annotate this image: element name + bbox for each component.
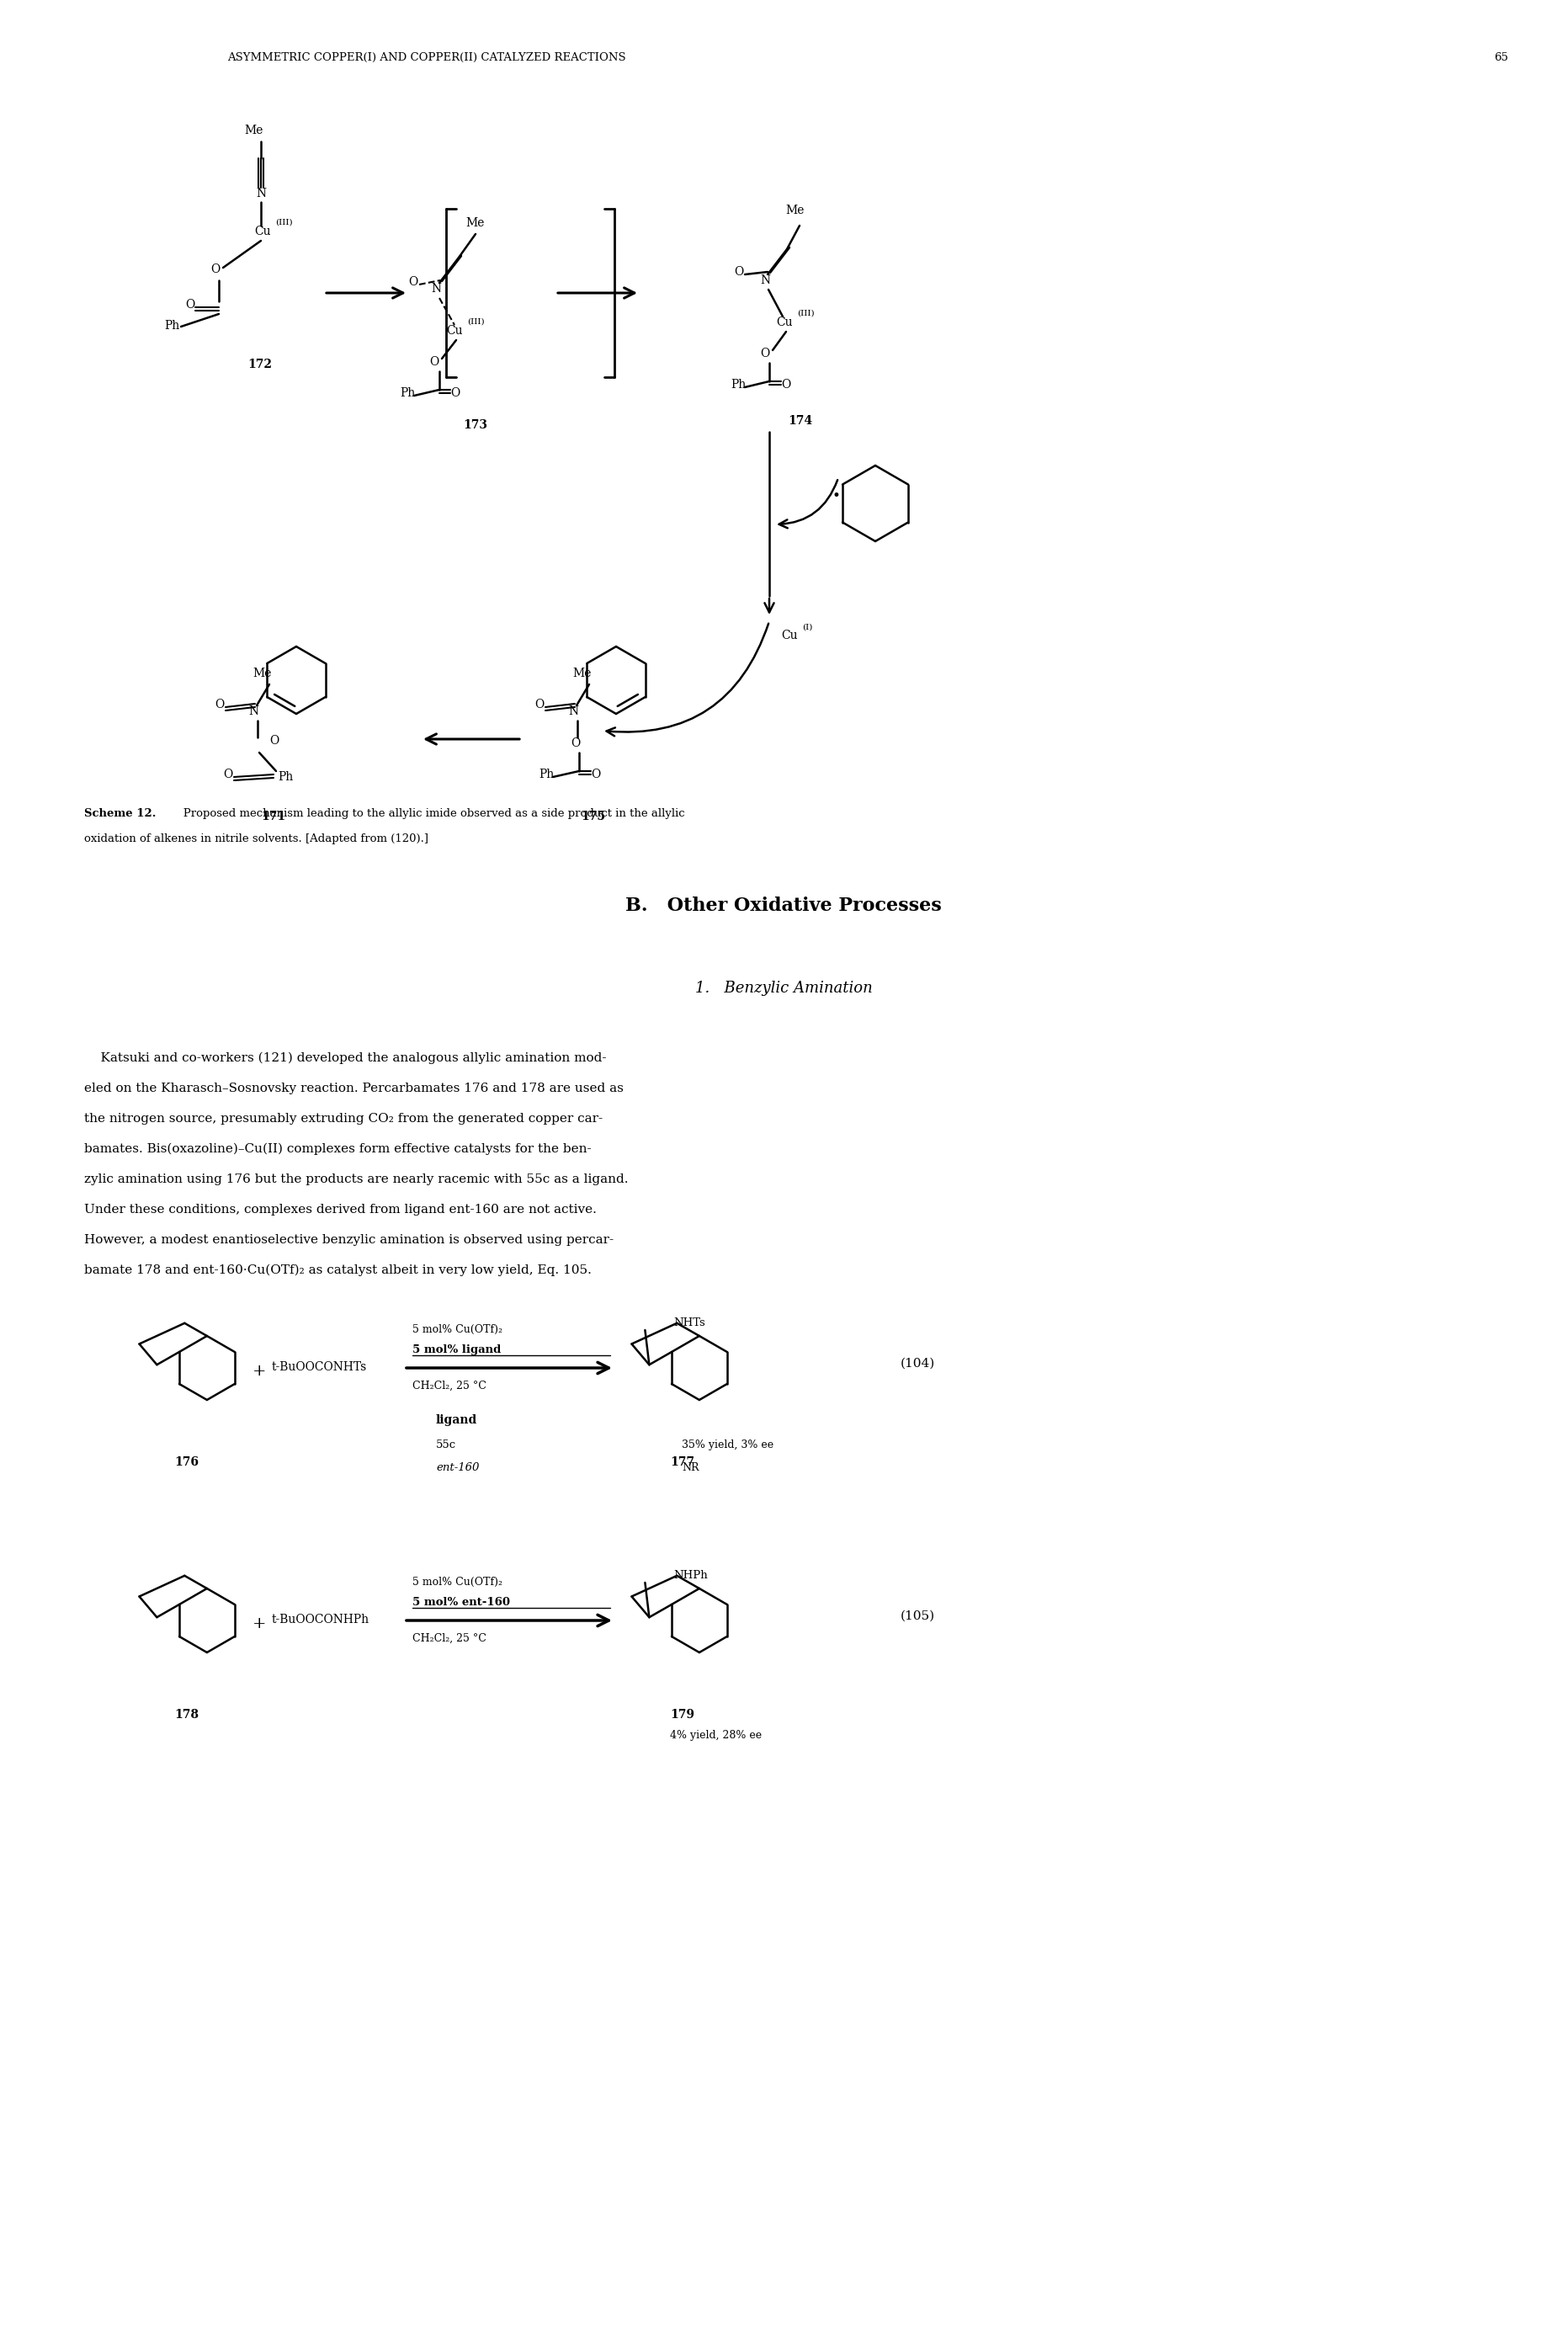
Text: O: O: [591, 769, 601, 780]
Text: O: O: [450, 388, 459, 399]
Text: Ph: Ph: [165, 320, 179, 332]
Text: Me: Me: [786, 206, 804, 217]
Text: 174: 174: [787, 416, 812, 427]
Text: 176: 176: [174, 1455, 199, 1467]
Text: oxidation of alkenes in nitrile solvents. [Adapted from (120).]: oxidation of alkenes in nitrile solvents…: [85, 834, 428, 843]
Text: O: O: [760, 348, 770, 360]
Text: Me: Me: [252, 668, 271, 680]
Text: 175: 175: [580, 811, 605, 822]
Text: Ph: Ph: [539, 769, 554, 780]
Text: O: O: [408, 276, 417, 287]
Text: O: O: [734, 266, 743, 278]
Text: Ph: Ph: [400, 388, 416, 399]
Text: ent-160: ent-160: [436, 1462, 480, 1474]
Text: (104): (104): [900, 1357, 935, 1369]
Text: 179: 179: [670, 1710, 695, 1722]
Text: O: O: [430, 355, 439, 367]
Text: CH₂Cl₂, 25 °C: CH₂Cl₂, 25 °C: [412, 1633, 486, 1645]
Text: O: O: [223, 769, 232, 780]
Text: However, a modest enantioselective benzylic amination is observed using percar-: However, a modest enantioselective benzy…: [85, 1233, 613, 1245]
Text: Me: Me: [572, 668, 591, 680]
Text: N: N: [431, 283, 441, 294]
Text: O: O: [270, 736, 279, 748]
Text: bamate 178 and ent-160·Cu(OTf)₂ as catalyst albeit in very low yield, Eq. 105.: bamate 178 and ent-160·Cu(OTf)₂ as catal…: [85, 1264, 591, 1275]
Text: 65: 65: [1494, 51, 1508, 63]
Text: +: +: [252, 1617, 267, 1631]
Text: Cu: Cu: [781, 631, 798, 642]
Text: Ph: Ph: [731, 378, 746, 390]
Text: ASYMMETRIC COPPER(I) AND COPPER(II) CATALYZED REACTIONS: ASYMMETRIC COPPER(I) AND COPPER(II) CATA…: [227, 51, 626, 63]
Text: B.   Other Oxidative Processes: B. Other Oxidative Processes: [626, 897, 942, 916]
Text: NHPh: NHPh: [673, 1570, 707, 1581]
Text: O: O: [781, 378, 790, 390]
Text: NR: NR: [682, 1462, 699, 1474]
Text: N: N: [256, 187, 267, 199]
Text: (III): (III): [276, 220, 293, 227]
Text: (I): (I): [803, 624, 812, 631]
Text: O: O: [215, 698, 224, 710]
Text: O: O: [535, 698, 544, 710]
Text: N: N: [248, 705, 259, 717]
Text: 55c: 55c: [436, 1439, 456, 1451]
Text: Cu: Cu: [445, 325, 463, 336]
Text: Me: Me: [466, 217, 485, 229]
Text: 5 mol% ligand: 5 mol% ligand: [412, 1343, 502, 1355]
Text: 178: 178: [174, 1710, 199, 1722]
Text: Ph: Ph: [278, 771, 293, 783]
Text: t-BuOOCONHPh: t-BuOOCONHPh: [271, 1614, 370, 1626]
Text: +: +: [252, 1364, 267, 1378]
Text: (105): (105): [900, 1610, 935, 1621]
Text: Cu: Cu: [254, 227, 271, 238]
Text: eled on the Kharasch–Sosnovsky reaction. Percarbamates 176 and 178 are used as: eled on the Kharasch–Sosnovsky reaction.…: [85, 1082, 624, 1093]
Text: 35% yield, 3% ee: 35% yield, 3% ee: [682, 1439, 773, 1451]
Text: t-BuOOCONHTs: t-BuOOCONHTs: [271, 1362, 367, 1374]
Text: O: O: [210, 264, 220, 276]
Text: N: N: [760, 273, 770, 287]
Text: 177: 177: [670, 1455, 695, 1467]
Text: Cu: Cu: [776, 315, 792, 329]
Text: 173: 173: [463, 418, 488, 432]
Text: N: N: [568, 705, 579, 717]
Text: CH₂Cl₂, 25 °C: CH₂Cl₂, 25 °C: [412, 1381, 486, 1392]
Text: •: •: [831, 488, 840, 502]
Text: Scheme 12.: Scheme 12.: [85, 808, 157, 820]
Text: (III): (III): [797, 311, 814, 318]
Text: bamates. Bis(oxazoline)–Cu(II) complexes form effective catalysts for the ben-: bamates. Bis(oxazoline)–Cu(II) complexes…: [85, 1142, 591, 1156]
Text: 172: 172: [248, 360, 271, 371]
Text: 5 mol% Cu(OTf)₂: 5 mol% Cu(OTf)₂: [412, 1325, 502, 1336]
Text: Proposed mechanism leading to the allylic imide observed as a side product in th: Proposed mechanism leading to the allyli…: [172, 808, 685, 820]
Text: Katsuki and co-workers (121) developed the analogous allylic amination mod-: Katsuki and co-workers (121) developed t…: [85, 1051, 607, 1065]
Text: Under these conditions, complexes derived from ligand ent-160 are not active.: Under these conditions, complexes derive…: [85, 1203, 597, 1215]
Text: 5 mol% Cu(OTf)₂: 5 mol% Cu(OTf)₂: [412, 1577, 502, 1588]
Text: 5 mol% ent-160: 5 mol% ent-160: [412, 1598, 510, 1607]
Text: ligand: ligand: [436, 1413, 477, 1425]
Text: 1.   Benzylic Amination: 1. Benzylic Amination: [695, 981, 872, 995]
Text: Me: Me: [245, 124, 263, 135]
Text: 171: 171: [260, 811, 285, 822]
Text: the nitrogen source, presumably extruding CO₂ from the generated copper car-: the nitrogen source, presumably extrudin…: [85, 1112, 602, 1124]
Text: (III): (III): [467, 318, 485, 325]
Text: O: O: [185, 299, 194, 311]
Text: zylic amination using 176 but the products are nearly racemic with 55c as a liga: zylic amination using 176 but the produc…: [85, 1173, 629, 1184]
Text: NHTs: NHTs: [673, 1318, 706, 1329]
Text: 4% yield, 28% ee: 4% yield, 28% ee: [670, 1731, 762, 1740]
Text: O: O: [571, 738, 580, 750]
